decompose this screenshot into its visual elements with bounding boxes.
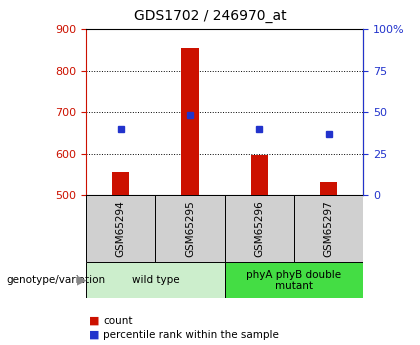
Text: GSM65295: GSM65295: [185, 200, 195, 257]
Bar: [251, 155, 268, 195]
Text: ▶: ▶: [77, 274, 87, 287]
Bar: [320, 182, 337, 195]
Text: phyA phyB double
mutant: phyA phyB double mutant: [247, 269, 341, 291]
Text: ■: ■: [89, 316, 100, 326]
Text: GSM65297: GSM65297: [324, 200, 333, 257]
Bar: [86, 262, 225, 298]
Bar: [86, 195, 155, 262]
Text: wild type: wild type: [131, 275, 179, 285]
Bar: [225, 262, 363, 298]
Bar: [181, 48, 199, 195]
Text: GSM65296: GSM65296: [255, 200, 264, 257]
Bar: [225, 195, 294, 262]
Text: count: count: [103, 316, 132, 326]
Bar: [155, 195, 225, 262]
Bar: [294, 195, 363, 262]
Text: GDS1702 / 246970_at: GDS1702 / 246970_at: [134, 9, 286, 23]
Text: genotype/variation: genotype/variation: [6, 275, 105, 285]
Text: percentile rank within the sample: percentile rank within the sample: [103, 330, 279, 339]
Text: ■: ■: [89, 330, 100, 339]
Bar: [112, 172, 129, 195]
Text: GSM65294: GSM65294: [116, 200, 126, 257]
